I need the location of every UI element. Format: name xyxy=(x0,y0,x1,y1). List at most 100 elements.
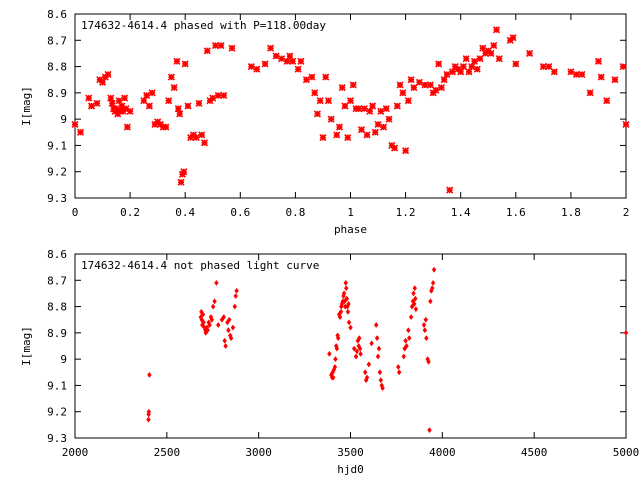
unphased-data-point xyxy=(377,369,383,376)
phased-x-tick-label: 1.6 xyxy=(506,206,526,219)
unphased-data-point xyxy=(205,327,210,334)
phased-data-point xyxy=(346,97,355,105)
unphased-data-point xyxy=(380,385,385,392)
phased-data-point xyxy=(162,123,170,131)
phased-data-point xyxy=(459,63,468,71)
phased-x-axis-label: phase xyxy=(334,223,367,236)
phased-data-point xyxy=(316,97,324,105)
phased-data-point xyxy=(148,89,156,97)
phased-y-tick-label: 9.1 xyxy=(47,139,67,152)
unphased-data-point xyxy=(427,427,432,434)
phased-data-point xyxy=(465,68,473,76)
phased-data-point xyxy=(509,34,517,42)
phased-data-point xyxy=(178,170,187,178)
unphased-data-point xyxy=(214,279,219,286)
phased-data-point xyxy=(550,68,558,76)
phased-data-point xyxy=(374,120,382,128)
unphased-x-tick-label: 4000 xyxy=(429,446,456,459)
unphased-data-point xyxy=(413,295,418,302)
phased-data-point xyxy=(396,81,404,89)
phased-data-point xyxy=(87,102,96,110)
unphased-data-point xyxy=(351,345,357,352)
unphased-data-point xyxy=(338,308,344,315)
phased-data-point xyxy=(492,26,501,34)
phased-data-point xyxy=(209,94,217,102)
unphased-data-point xyxy=(411,300,417,307)
unphased-data-point xyxy=(426,358,431,365)
phased-data-point xyxy=(393,102,401,110)
phased-data-point xyxy=(76,128,85,136)
phased-data-point xyxy=(261,60,269,68)
phased-data-point xyxy=(567,68,575,76)
phased-data-point xyxy=(313,110,322,118)
unphased-data-point xyxy=(423,316,429,323)
phased-x-tick-label: 1 xyxy=(347,206,354,219)
unphased-data-point xyxy=(343,279,348,286)
phased-y-axis-label: I[mag] xyxy=(20,86,33,126)
phased-data-point xyxy=(341,102,349,110)
unphased-data-point xyxy=(404,342,409,350)
unphased-data-point xyxy=(327,350,332,357)
phased-data-point xyxy=(93,99,101,107)
unphased-x-tick-label: 5000 xyxy=(613,446,640,459)
unphased-x-tick-label: 2000 xyxy=(62,446,89,459)
phased-data-point xyxy=(220,91,228,100)
phased-data-point xyxy=(611,76,619,84)
phased-data-point xyxy=(140,97,148,105)
phased-data-point xyxy=(490,41,498,50)
unphased-x-tick-label: 4500 xyxy=(521,446,548,459)
phased-data-point xyxy=(363,131,371,139)
phased-data-point xyxy=(170,84,178,92)
phased-data-point xyxy=(432,86,440,94)
unphased-data-point xyxy=(431,266,437,273)
phased-data-point xyxy=(597,73,605,81)
phased-data-point xyxy=(462,55,470,63)
phased-data-point xyxy=(495,55,503,63)
phased-data-point xyxy=(404,97,412,105)
phased-data-point xyxy=(426,81,434,89)
phased-x-tick-label: 1.4 xyxy=(451,206,471,219)
unphased-data-point xyxy=(407,335,412,342)
unphased-data-point xyxy=(341,290,347,297)
phased-data-point xyxy=(327,115,335,123)
phased-data-point xyxy=(165,97,173,105)
phased-data-point xyxy=(167,73,175,81)
phased-data-point xyxy=(278,55,286,63)
unphased-data-point xyxy=(228,335,234,342)
phased-data-point xyxy=(470,57,479,65)
phased-x-tick-label: 2 xyxy=(623,206,630,219)
phased-data-point xyxy=(217,41,225,50)
phased-data-point xyxy=(115,97,123,105)
phased-data-point xyxy=(344,133,352,142)
unphased-data-point xyxy=(366,361,372,368)
phased-x-tick-label: 0.4 xyxy=(175,206,195,219)
unphased-data-point xyxy=(344,295,350,302)
phased-data-point xyxy=(349,81,357,89)
unphased-data-point xyxy=(357,335,362,342)
unphased-data-point xyxy=(369,340,374,347)
phased-data-point xyxy=(228,44,236,52)
unphased-data-point xyxy=(412,285,418,292)
phased-data-point xyxy=(410,84,418,92)
unphased-data-point xyxy=(227,316,232,323)
unphased-data-point xyxy=(422,327,428,334)
unphased-data-point xyxy=(424,335,429,342)
unphased-data-point xyxy=(232,303,238,310)
unphased-data-point xyxy=(209,316,215,323)
phased-y-tick-label: 8.8 xyxy=(47,61,67,74)
phased-data-point xyxy=(421,81,429,89)
phased-data-point xyxy=(357,126,366,134)
phased-data-point xyxy=(399,89,407,97)
phased-data-point xyxy=(379,123,388,131)
unphased-data-point xyxy=(344,285,349,292)
phased-data-point xyxy=(338,84,346,92)
unphased-data-point xyxy=(337,314,343,321)
unphased-data-point xyxy=(430,279,436,286)
unphased-data-point xyxy=(396,369,402,376)
unphased-data-point xyxy=(362,369,368,376)
unphased-y-tick-label: 9.1 xyxy=(47,379,67,392)
phased-data-point xyxy=(366,107,374,115)
phased-data-point xyxy=(308,73,316,81)
phased-data-point xyxy=(180,168,188,176)
phased-data-point xyxy=(177,178,185,186)
